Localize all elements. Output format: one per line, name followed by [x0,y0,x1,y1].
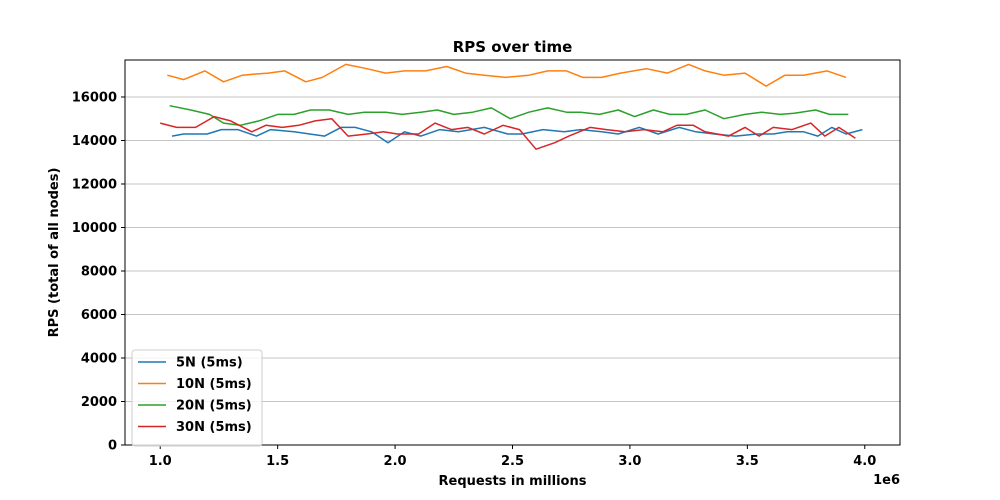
x-tick-label: 1.0 [149,454,172,469]
series-line-20n-5ms [169,104,849,127]
x-tick-label: 3.0 [618,454,641,469]
y-tick-label: 12000 [72,177,117,192]
y-tick-label: 10000 [72,221,117,236]
series-line-30n-5ms [160,115,856,150]
legend-box [131,349,263,447]
x-tick-label: 2.5 [501,454,524,469]
x-tick-label: 1.5 [266,454,289,469]
legend-label: 20N (5ms) [176,399,252,414]
x-tick-label: 3.5 [736,454,759,469]
y-axis-label: RPS (total of all nodes) [47,168,62,338]
x-axis-offset-text: 1e6 [873,473,900,488]
y-tick-label: 8000 [81,264,117,279]
y-tick-label: 4000 [81,351,117,366]
series-line-10n-5ms [167,63,847,87]
y-tick-label: 2000 [81,395,117,410]
y-tick-label: 0 [108,439,117,454]
series-lines [160,63,863,150]
y-tick-label: 16000 [72,90,117,105]
y-tick-label: 6000 [81,308,117,323]
series-line-5n-5ms [171,126,863,144]
chart-title: RPS over time [453,38,573,56]
x-axis-ticks: 1.0 1.5 2.0 2.5 3.0 3.5 4.0 [149,445,876,469]
legend-label: 5N (5ms) [176,356,243,371]
y-axis-ticks: 0 2000 4000 6000 8000 10000 12000 14000 16000 [72,90,125,454]
legend: 5N (5ms) 10N (5ms) 20N (5ms) 30N (5ms) [131,349,263,447]
x-tick-label: 4.0 [853,454,876,469]
x-tick-label: 2.0 [384,454,407,469]
x-axis-label: Requests in millions [439,474,587,489]
legend-label: 30N (5ms) [176,420,252,435]
y-tick-label: 14000 [72,134,117,149]
legend-label: 10N (5ms) [176,377,252,392]
